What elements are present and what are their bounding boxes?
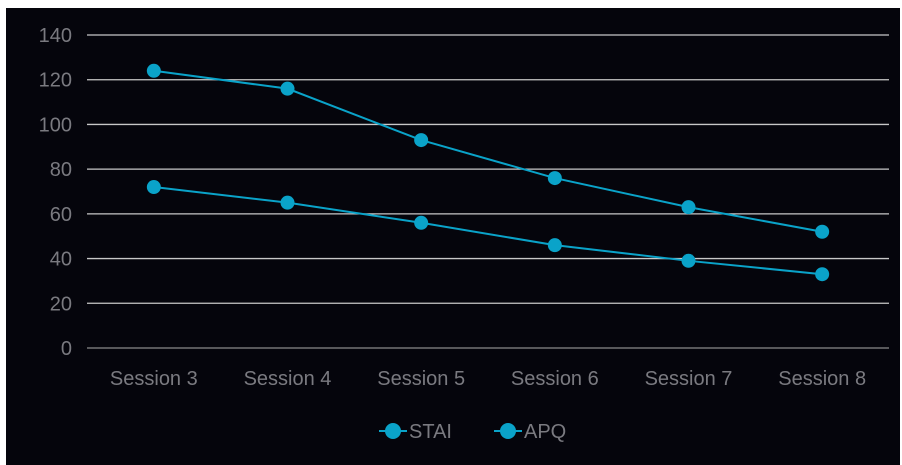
y-tick-label: 120 bbox=[39, 70, 72, 92]
series-line-apq bbox=[153, 186, 823, 276]
data-point-stai[interactable] bbox=[815, 224, 830, 239]
series-lines bbox=[146, 63, 830, 282]
y-tick-label: 40 bbox=[50, 249, 72, 271]
legend-item-stai[interactable]: STAI bbox=[379, 421, 452, 443]
legend-stai-marker bbox=[385, 423, 401, 439]
chart-area bbox=[6, 8, 900, 465]
y-tick-label: 140 bbox=[39, 25, 72, 47]
legend-apq-marker bbox=[500, 423, 516, 439]
data-point-apq[interactable] bbox=[146, 180, 161, 195]
data-point-stai[interactable] bbox=[414, 133, 429, 148]
x-tick-label: Session 5 bbox=[377, 368, 465, 390]
y-tick-label: 60 bbox=[50, 204, 72, 226]
x-tick-label: Session 3 bbox=[110, 368, 198, 390]
gridlines bbox=[87, 34, 889, 349]
data-point-apq[interactable] bbox=[681, 253, 696, 268]
x-tick-label: Session 8 bbox=[778, 368, 866, 390]
x-tick-label: Session 6 bbox=[511, 368, 599, 390]
legend-apq-label: APQ bbox=[524, 421, 566, 443]
y-tick-label: 0 bbox=[61, 338, 72, 360]
data-point-apq[interactable] bbox=[280, 195, 295, 210]
data-point-stai[interactable] bbox=[280, 81, 295, 96]
x-tick-label: Session 4 bbox=[244, 368, 332, 390]
x-tick-label: Session 7 bbox=[645, 368, 733, 390]
legend-stai-label: STAI bbox=[409, 421, 452, 443]
data-point-apq[interactable] bbox=[414, 215, 429, 230]
y-tick-label: 80 bbox=[50, 159, 72, 181]
data-point-apq[interactable] bbox=[815, 267, 830, 282]
data-point-stai[interactable] bbox=[547, 171, 562, 186]
y-tick-label: 20 bbox=[50, 293, 72, 315]
data-point-stai[interactable] bbox=[681, 200, 696, 215]
data-point-apq[interactable] bbox=[547, 238, 562, 253]
data-point-stai[interactable] bbox=[146, 63, 161, 78]
x-axis-ticks: Session 3 Session 4 Session 5 Session 6 Sess… bbox=[110, 368, 866, 390]
series-line-stai bbox=[153, 69, 823, 233]
legend: STAI APQ bbox=[379, 421, 566, 443]
legend-item-apq[interactable]: APQ bbox=[494, 421, 566, 443]
y-axis-ticks: 0 20 40 60 80 100 120 140 bbox=[39, 25, 72, 360]
y-tick-label: 100 bbox=[39, 114, 72, 136]
